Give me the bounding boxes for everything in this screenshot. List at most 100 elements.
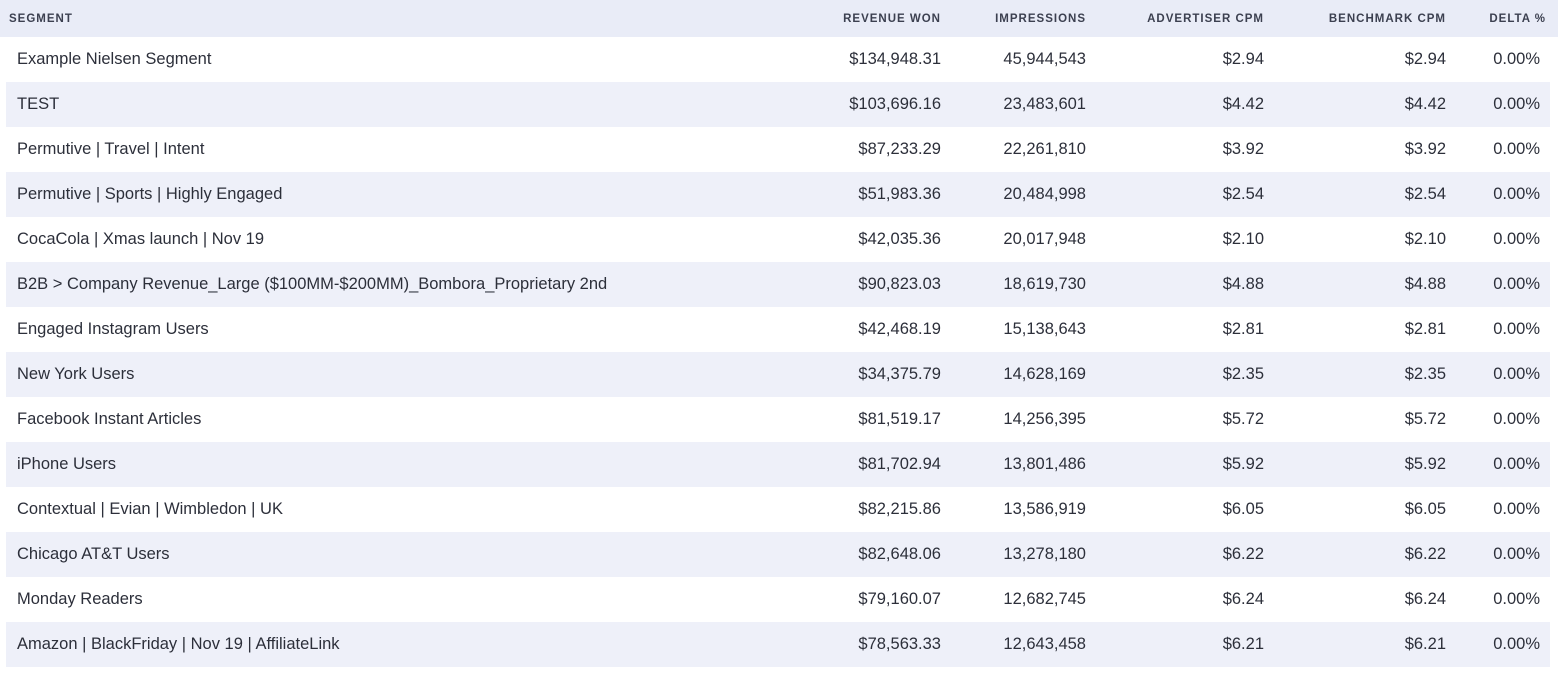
table-row[interactable]: Engaged Instagram Users $42,468.19 15,138,… (6, 307, 1550, 352)
table-row[interactable]: TEST $103,696.16 23,483,601 $4.42 $4.42 0.00% (6, 82, 1550, 127)
cell-benchmark-cpm: $6.21 (1404, 635, 1446, 653)
cell-advertiser-cpm: $3.92 (1222, 140, 1264, 158)
cell-revenue-won: $90,823.03 (858, 275, 941, 293)
cell-benchmark-cpm: $2.54 (1404, 185, 1446, 203)
cell-benchmark-cpm: $4.42 (1404, 95, 1446, 113)
cell-segment: iPhone Users (17, 455, 117, 473)
table-row[interactable]: Facebook Instant Articles $81,519.17 14,25… (6, 397, 1550, 442)
column-header-impressions[interactable]: IMPRESSIONS (995, 12, 1086, 25)
table-row[interactable]: B2B > Company Revenue_Large ($100MM-$200… (6, 262, 1550, 307)
table-row[interactable]: Amazon | BlackFriday | Nov 19 | Affiliat… (6, 622, 1550, 667)
table-row[interactable]: Example Nielsen Segment $134,948.31 45,944… (6, 37, 1550, 82)
table-row[interactable]: CocaCola | Xmas launch | Nov 19 $42,035.3… (6, 217, 1550, 262)
cell-delta-percent: 0.00% (1493, 140, 1540, 158)
cell-advertiser-cpm: $5.72 (1222, 410, 1264, 428)
column-header-delta-percent[interactable]: DELTA % (1489, 12, 1546, 25)
cell-segment: Monday Readers (17, 590, 143, 608)
table-row[interactable]: Permutive | Travel | Intent $87,233.29 22,… (6, 127, 1550, 172)
cell-delta-percent: 0.00% (1493, 590, 1540, 608)
cell-impressions: 22,261,810 (1003, 140, 1086, 158)
cell-benchmark-cpm: $6.05 (1404, 500, 1446, 518)
cell-impressions: 20,017,948 (1003, 230, 1086, 248)
cell-impressions: 12,682,745 (1003, 590, 1086, 608)
table-header: SEGMENT REVENUE WON IMPRESSIONS ADVERTIS… (0, 0, 1558, 37)
cell-advertiser-cpm: $2.10 (1222, 230, 1264, 248)
cell-segment: Facebook Instant Articles (17, 410, 202, 428)
cell-advertiser-cpm: $6.21 (1222, 635, 1264, 653)
cell-benchmark-cpm: $5.92 (1404, 455, 1446, 473)
cell-segment: Amazon | BlackFriday | Nov 19 | Affiliat… (17, 635, 340, 653)
cell-delta-percent: 0.00% (1493, 320, 1540, 338)
cell-advertiser-cpm: $2.94 (1222, 50, 1264, 68)
cell-impressions: 20,484,998 (1003, 185, 1086, 203)
cell-advertiser-cpm: $6.05 (1222, 500, 1264, 518)
cell-segment: B2B > Company Revenue_Large ($100MM-$200… (17, 275, 608, 293)
cell-segment: Engaged Instagram Users (17, 320, 209, 338)
cell-benchmark-cpm: $3.92 (1404, 140, 1446, 158)
cell-delta-percent: 0.00% (1493, 545, 1540, 563)
cell-benchmark-cpm: $5.72 (1404, 410, 1446, 428)
cell-delta-percent: 0.00% (1493, 500, 1540, 518)
cell-delta-percent: 0.00% (1493, 275, 1540, 293)
cell-revenue-won: $42,035.36 (858, 230, 941, 248)
cell-impressions: 13,801,486 (1003, 455, 1086, 473)
cell-advertiser-cpm: $2.54 (1222, 185, 1264, 203)
cell-segment: Chicago AT&T Users (17, 545, 170, 563)
column-header-benchmark-cpm[interactable]: BENCHMARK CPM (1328, 12, 1446, 25)
table-row[interactable]: Contextual | Evian | Wimbledon | UK $82,2… (6, 487, 1550, 532)
table-row[interactable]: Monday Readers $79,160.07 12,682,745 $6.24 $… (6, 577, 1550, 622)
cell-advertiser-cpm: $5.92 (1222, 455, 1264, 473)
column-header-segment[interactable]: SEGMENT (9, 12, 73, 25)
cell-delta-percent: 0.00% (1493, 95, 1540, 113)
cell-benchmark-cpm: $2.10 (1404, 230, 1446, 248)
table-row[interactable]: iPhone Users $81,702.94 13,801,486 $5.92 $5.… (6, 442, 1550, 487)
table-body: Example Nielsen Segment $134,948.31 45,944… (0, 37, 1558, 667)
cell-impressions: 18,619,730 (1003, 275, 1086, 293)
cell-revenue-won: $82,648.06 (858, 545, 941, 563)
cell-revenue-won: $134,948.31 (849, 50, 941, 68)
cell-advertiser-cpm: $6.24 (1222, 590, 1264, 608)
cell-revenue-won: $81,702.94 (858, 455, 941, 473)
cell-impressions: 23,483,601 (1003, 95, 1086, 113)
cell-segment: Example Nielsen Segment (17, 50, 212, 68)
table-row[interactable]: Chicago AT&T Users $82,648.06 13,278,180 $6… (6, 532, 1550, 577)
cell-revenue-won: $79,160.07 (858, 590, 941, 608)
cell-delta-percent: 0.00% (1493, 50, 1540, 68)
cell-benchmark-cpm: $2.35 (1404, 365, 1446, 383)
column-header-advertiser-cpm[interactable]: ADVERTISER CPM (1147, 12, 1264, 25)
table-row[interactable]: Permutive | Sports | Highly Engaged $51,9… (6, 172, 1550, 217)
column-header-revenue-won[interactable]: REVENUE WON (843, 12, 941, 25)
cell-benchmark-cpm: $2.81 (1404, 320, 1446, 338)
cell-segment: Permutive | Sports | Highly Engaged (17, 185, 283, 203)
cell-impressions: 14,256,395 (1003, 410, 1086, 428)
cell-delta-percent: 0.00% (1493, 185, 1540, 203)
cell-impressions: 13,278,180 (1003, 545, 1086, 563)
cell-advertiser-cpm: $2.81 (1222, 320, 1264, 338)
cell-revenue-won: $103,696.16 (849, 95, 941, 113)
table-row[interactable]: New York Users $34,375.79 14,628,169 $2.35 $… (6, 352, 1550, 397)
cell-benchmark-cpm: $6.22 (1404, 545, 1446, 563)
cell-advertiser-cpm: $4.88 (1222, 275, 1264, 293)
cell-segment: CocaCola | Xmas launch | Nov 19 (17, 230, 265, 248)
cell-impressions: 14,628,169 (1003, 365, 1086, 383)
cell-delta-percent: 0.00% (1493, 365, 1540, 383)
cell-advertiser-cpm: $2.35 (1222, 365, 1264, 383)
cell-revenue-won: $82,215.86 (858, 500, 941, 518)
cell-revenue-won: $51,983.36 (858, 185, 941, 203)
cell-benchmark-cpm: $2.94 (1404, 50, 1446, 68)
cell-impressions: 45,944,543 (1003, 50, 1086, 68)
cell-revenue-won: $87,233.29 (858, 140, 941, 158)
cell-revenue-won: $78,563.33 (858, 635, 941, 653)
cell-benchmark-cpm: $4.88 (1404, 275, 1446, 293)
cell-delta-percent: 0.00% (1493, 635, 1540, 653)
cell-segment: Permutive | Travel | Intent (17, 140, 205, 158)
cell-impressions: 13,586,919 (1003, 500, 1086, 518)
cell-advertiser-cpm: $4.42 (1222, 95, 1264, 113)
cell-segment: TEST (17, 95, 60, 113)
cell-segment: Contextual | Evian | Wimbledon | UK (17, 500, 283, 518)
cell-revenue-won: $42,468.19 (858, 320, 941, 338)
cell-segment: New York Users (17, 365, 135, 383)
cell-revenue-won: $34,375.79 (858, 365, 941, 383)
cell-delta-percent: 0.00% (1493, 455, 1540, 473)
